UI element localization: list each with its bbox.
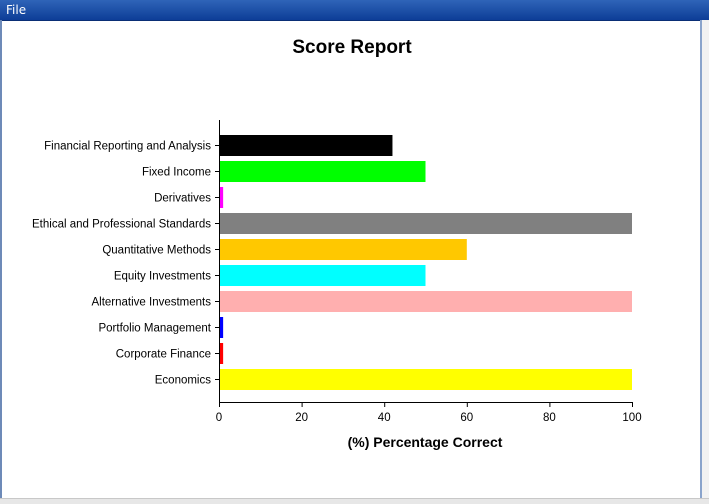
x-tick-label: 20: [295, 412, 308, 424]
category-labels: Financial Reporting and Analysis Fixed In…: [32, 141, 212, 387]
bar-7: [219, 291, 632, 312]
category-label: Financial Reporting and Analysis: [44, 141, 211, 153]
category-label: Fixed Income: [142, 167, 211, 179]
category-label: Equity Investments: [114, 271, 211, 283]
window-left-border: [0, 20, 2, 504]
bar-8: [219, 317, 224, 338]
x-axis-title: (%) Percentage Correct: [348, 434, 503, 450]
category-label: Derivatives: [154, 193, 211, 205]
bar-5: [219, 239, 467, 260]
category-label: Ethical and Professional Standards: [32, 219, 211, 231]
category-label: Alternative Investments: [91, 297, 211, 309]
category-label: Portfolio Management: [98, 323, 211, 335]
x-tick-label: 80: [543, 412, 556, 424]
category-label: Economics: [155, 375, 211, 387]
score-report-chart: Score Report Financial Reporting and Ana…: [32, 37, 642, 450]
bar-group: [219, 135, 632, 390]
window-right-border: [700, 20, 709, 504]
bar-9: [219, 343, 224, 364]
x-tick-label: 100: [622, 412, 641, 424]
category-label: Corporate Finance: [116, 349, 211, 361]
x-tick-label: 60: [460, 412, 473, 424]
bar-4: [219, 213, 632, 234]
menu-bar: File: [0, 0, 709, 21]
axes: [215, 120, 632, 403]
bar-6: [219, 265, 426, 286]
chart-title: Score Report: [292, 37, 412, 58]
x-tick-label: 0: [216, 412, 222, 424]
file-menu[interactable]: File: [6, 3, 27, 17]
bar-10: [219, 369, 632, 390]
category-label: Quantitative Methods: [102, 245, 211, 257]
bar-1: [219, 135, 393, 156]
x-axis-ticks: 0 20 40 60 80 100: [216, 402, 642, 424]
window-bottom-border: [0, 498, 709, 504]
bar-3: [219, 187, 224, 208]
x-tick-label: 40: [378, 412, 391, 424]
bar-2: [219, 161, 426, 182]
